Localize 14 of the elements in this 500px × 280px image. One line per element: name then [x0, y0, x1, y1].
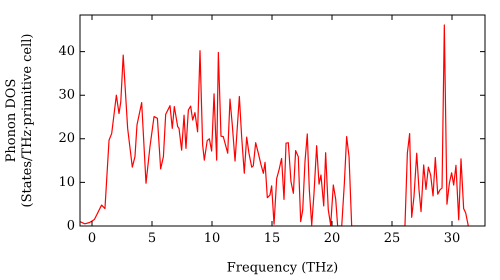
y-tick-label: 40 [58, 44, 75, 59]
x-tick-label: 0 [88, 231, 96, 246]
y-tick-label: 10 [58, 174, 75, 190]
y-tick-label: 20 [58, 131, 75, 146]
x-tick-label: 25 [384, 231, 400, 246]
x-tick-label: 5 [148, 231, 156, 246]
x-tick-label: 10 [204, 231, 220, 246]
x-tick-label: 15 [264, 231, 280, 246]
y-tick-label: 0 [66, 218, 75, 234]
x-tick-label: 30 [444, 231, 460, 246]
x-axis-title: Frequency (THz) [226, 260, 338, 276]
x-tick-label: 20 [324, 231, 340, 246]
y-tick-label: 30 [58, 88, 75, 103]
y-axis-title: Phonon DOS (States/THz·primitive cell) [4, 33, 35, 208]
